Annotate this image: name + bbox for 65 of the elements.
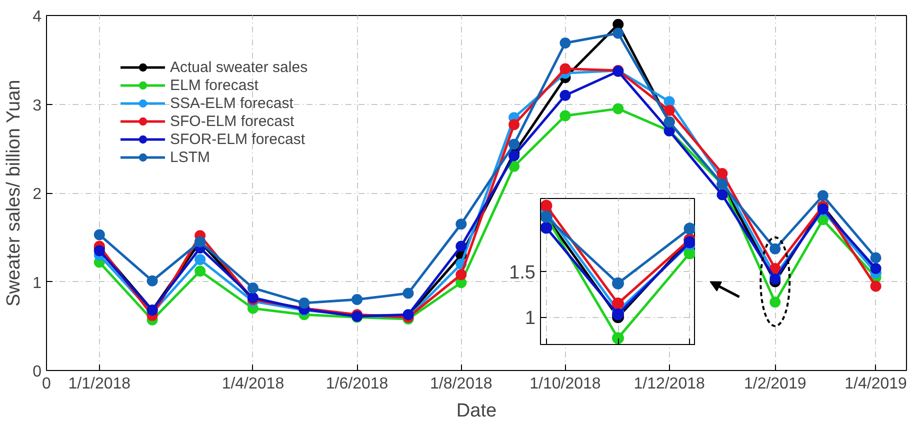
point [612,308,624,320]
y-tick-label: 0 [32,364,42,380]
x-axis-title: Date [456,400,497,422]
x-tick-label: 1/12/2018 [634,376,706,392]
point [870,252,882,264]
point [664,104,675,116]
y-tick-label: 1 [32,274,42,292]
legend-label: SFO-ELM forecast [170,112,294,130]
point [560,110,571,122]
y-tick-label: 1 [524,308,536,330]
point [94,245,105,256]
legend-label: LSTM [170,148,210,166]
point [612,297,624,310]
point [770,296,781,308]
point [560,63,571,74]
point [508,138,520,150]
point [456,240,467,252]
point [770,274,781,285]
y-axis-title: Sweater sales/ billion Yuan [4,80,25,307]
legend-label: Actual sweater sales [170,58,308,76]
point [612,332,624,344]
point [612,277,624,290]
point [456,269,467,280]
point [540,222,552,234]
legend-label: SSA-ELM forecast [170,94,294,112]
point [508,160,520,172]
point [870,280,882,292]
x-tick-label: 1/2/2019 [744,376,806,392]
point [352,294,363,305]
point [540,200,552,212]
y-tick-label: 4 [32,8,42,26]
point [247,282,258,294]
point [402,288,414,299]
point [508,150,520,162]
y-tick-label: 3 [32,97,42,114]
point [194,266,206,277]
y-tick-label: 1.5 [509,262,536,284]
point [560,90,571,101]
point [664,96,675,108]
point [508,119,520,130]
point [870,262,882,274]
point [94,229,105,240]
x-tick-label: 1/8/2018 [430,376,492,392]
x-tick-label: 1/10/2018 [530,376,601,392]
point [612,28,624,39]
legend-label: ELM forecast [170,76,258,94]
point [817,190,828,202]
point [456,218,467,230]
point [716,168,728,179]
point [770,262,781,274]
point [770,243,781,254]
point [612,18,624,30]
point [194,254,206,266]
point [716,189,728,200]
point [146,275,158,286]
point [684,222,695,235]
x-tick-label: 1/4/2019 [844,376,908,392]
y-tick-label: 2 [32,186,42,203]
x-tick-label: 1/4/2018 [222,376,284,392]
point [612,103,624,114]
point [560,38,571,49]
x-tick-label: 1/6/2018 [326,376,388,392]
x-tick-label: 1/1/2018 [68,376,131,392]
point [298,298,310,309]
legend-label: SFOR-ELM forecast [170,130,306,148]
